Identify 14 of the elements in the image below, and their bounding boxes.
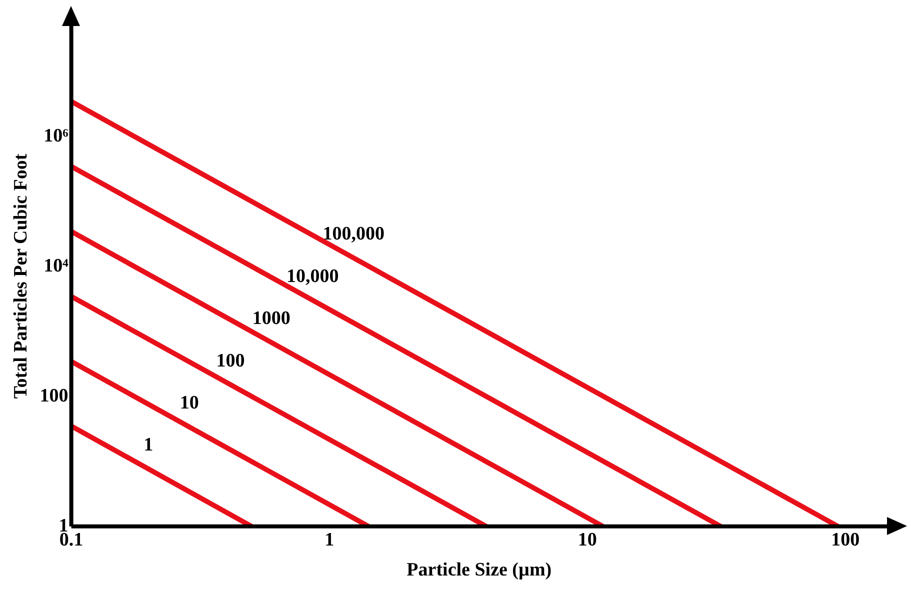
series-label: 1 [144,434,154,456]
x-tick-label: 1 [324,530,334,551]
y-tick-label: 10⁶ [44,125,69,146]
y-tick-label: 10⁴ [44,255,69,276]
series-label: 100 [216,350,245,372]
x-axis-title: Particle Size (µm) [406,560,552,581]
y-tick-label: 100 [40,385,68,406]
series-label: 10,000 [286,266,339,287]
series-label: 1000 [252,308,290,330]
y-axis-title: Total Particles Per Cubic Foot [10,153,32,399]
x-tick-label: 100 [831,530,860,551]
series-label: 10 [180,392,199,414]
x-tick-label: 10 [578,530,597,551]
series-label: 100,000 [322,224,385,245]
